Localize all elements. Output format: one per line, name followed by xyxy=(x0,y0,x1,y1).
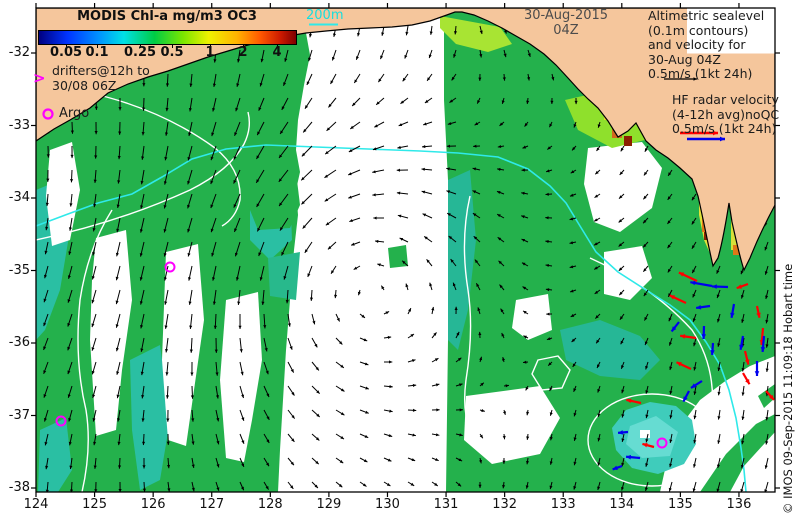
x-tick-label: 126 xyxy=(140,497,166,512)
argo-label: Argo xyxy=(59,106,90,121)
hf-radar-line: HF radar velocity xyxy=(672,92,779,107)
drifters-line2: 30/08 06Z xyxy=(52,77,117,93)
cloud-gap xyxy=(584,142,662,232)
colorbar-tick xyxy=(172,44,173,48)
date-label: 30-Aug-2015 04Z xyxy=(505,8,627,38)
hf-radar-annotation: HF radar velocity (4-12h avg)noQC 0.5m/s (… xyxy=(672,92,780,137)
y-tick-label: -32 xyxy=(8,45,30,60)
cloud-gap xyxy=(90,230,132,436)
altimetric-line: (0.1m contours) xyxy=(648,22,749,38)
colorbar-tick xyxy=(140,44,141,48)
x-tick-label: 124 xyxy=(23,497,49,512)
y-tick-label: -36 xyxy=(8,335,30,350)
argo-legend-icon xyxy=(42,108,54,120)
x-tick-label: 133 xyxy=(550,497,576,512)
chl-teal-patch xyxy=(38,418,72,492)
plot-frame xyxy=(35,7,776,493)
legend-arrows xyxy=(664,77,725,142)
drifter-legend-icon: > xyxy=(33,69,46,87)
colorbar-tick-label: 0.25 xyxy=(123,45,157,60)
chl-teal-patch xyxy=(560,320,660,380)
cloud-gap xyxy=(464,386,560,464)
cloud-gap xyxy=(162,244,204,446)
colorbar-tick xyxy=(210,44,211,48)
isobath-200m-label: 200m xyxy=(306,8,344,23)
x-tick-label: 134 xyxy=(609,497,635,512)
x-tick-label: 132 xyxy=(492,497,518,512)
x-tick-label: 125 xyxy=(82,497,107,512)
x-tick-label: 130 xyxy=(375,497,400,512)
altimetric-line: 0.5m/s (1kt 24h) xyxy=(648,66,753,81)
land-australia xyxy=(36,8,775,272)
y-tick-label: -33 xyxy=(8,117,30,133)
altimetric-line: Altimetric sealevel xyxy=(648,8,765,23)
coastal-bloom xyxy=(440,16,512,52)
hf-radar-arrows xyxy=(612,271,775,471)
cloud-gap xyxy=(640,430,650,438)
info-box xyxy=(687,8,775,54)
x-tick-label: 136 xyxy=(726,497,752,512)
colorbar-tick xyxy=(277,44,278,48)
colorbar-tick-label: 0.5 xyxy=(160,45,184,60)
hf-radar-line: (4-12h avg)noQC xyxy=(672,106,780,122)
date-line2: 04Z xyxy=(553,23,579,38)
drifters-label: drifters@12h to 30/08 06Z xyxy=(52,63,150,93)
altimetric-line: and velocity for xyxy=(648,37,746,52)
cloud-gap xyxy=(220,292,262,462)
colorbar-tick-label: 0.1 xyxy=(85,45,109,60)
axis-ticks xyxy=(31,3,780,497)
coastal-bloom xyxy=(624,136,632,146)
x-tick-label: 135 xyxy=(667,497,693,512)
cloud-gap xyxy=(512,294,552,340)
coastal-bloom xyxy=(733,245,739,255)
altimetric-line: 30-Aug 04Z xyxy=(648,51,721,67)
argo-float-markers xyxy=(55,261,668,449)
colorbar-tick-label: 0.05 xyxy=(49,45,83,60)
colorbar-tick-label: 2 xyxy=(238,45,248,60)
x-tick-label: 131 xyxy=(433,497,459,512)
isobath-200m xyxy=(36,144,747,492)
y-tick-label: -35 xyxy=(8,262,30,278)
date-line1: 30-Aug-2015 xyxy=(523,8,609,23)
y-tick-label: -34 xyxy=(8,190,30,205)
colorbar-tick xyxy=(243,44,244,48)
y-tick-label: -37 xyxy=(8,407,30,423)
chl-teal-patch xyxy=(448,170,476,350)
x-tick-label: 129 xyxy=(316,497,342,512)
chl-patch-mid xyxy=(248,172,300,230)
colorbar-tick-label: 4 xyxy=(272,45,282,60)
copyright-text: © IMOS 09-Sep-2015 11:09:18 Hobart time xyxy=(781,263,795,514)
drifters-line1: drifters@12h to xyxy=(52,63,150,78)
chl-teal-patch xyxy=(130,345,170,490)
y-tick-label: -38 xyxy=(8,480,30,495)
altimetric-annotation: Altimetric sealevel (0.1m contours) and ve… xyxy=(648,8,765,82)
chl-streak xyxy=(700,414,775,492)
colorbar-tick xyxy=(97,44,98,48)
colorbar-tick xyxy=(66,44,67,48)
colorbar-title: MODIS Chl-a mg/m3 OC3 xyxy=(77,9,257,24)
hf-radar-line: 0.5m/s (1kt 24h) xyxy=(672,121,777,136)
chl-patch-mid xyxy=(268,252,300,300)
colorbar-tick-label: 1 xyxy=(205,45,215,60)
x-tick-label: 127 xyxy=(199,497,225,512)
colorbar xyxy=(38,30,297,45)
chl-patch-mid xyxy=(388,245,408,268)
x-tick-label: 128 xyxy=(257,497,283,512)
